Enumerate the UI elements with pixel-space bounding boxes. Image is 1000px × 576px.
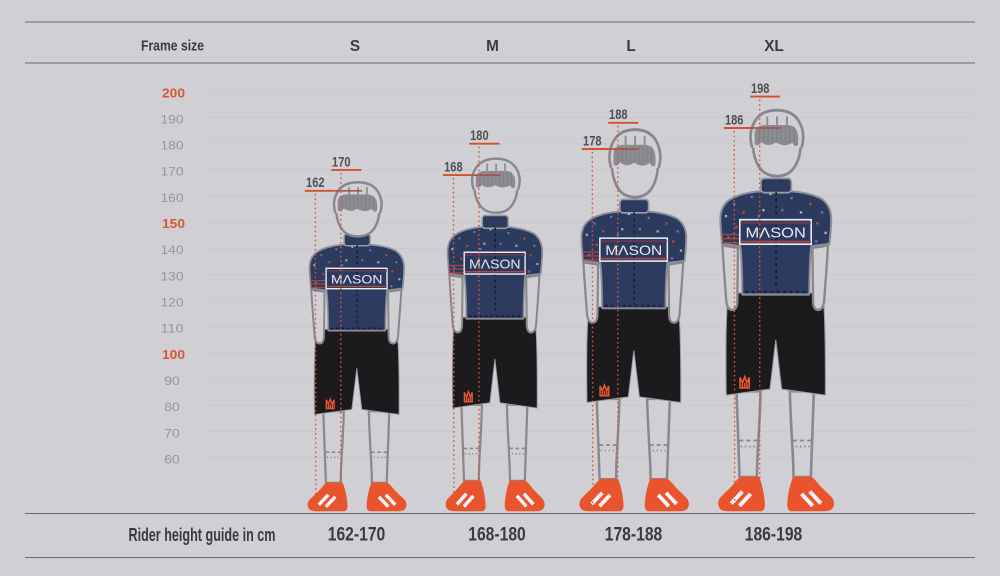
svg-text:Frame size: Frame size (141, 38, 204, 54)
svg-text:130: 130 (161, 269, 184, 283)
svg-text:200: 200 (162, 85, 185, 100)
svg-text:100: 100 (162, 347, 185, 362)
svg-text:180: 180 (470, 128, 489, 143)
svg-text:L: L (626, 38, 635, 55)
svg-text:180: 180 (161, 139, 184, 153)
svg-text:Rider height guide in cm: Rider height guide in cm (129, 524, 276, 545)
svg-text:168-180: 168-180 (468, 523, 526, 545)
svg-text:190: 190 (161, 112, 184, 126)
svg-text:162: 162 (306, 175, 325, 190)
svg-text:M: M (486, 38, 499, 55)
svg-text:170: 170 (161, 165, 184, 179)
svg-text:160: 160 (161, 191, 184, 205)
svg-text:198: 198 (751, 81, 770, 96)
svg-text:168: 168 (444, 160, 463, 175)
svg-text:140: 140 (161, 243, 184, 257)
svg-text:S: S (350, 38, 360, 55)
svg-text:186-198: 186-198 (745, 523, 803, 545)
svg-text:178-188: 178-188 (605, 523, 663, 545)
svg-text:XL: XL (764, 38, 784, 55)
svg-text:60: 60 (164, 452, 180, 466)
svg-text:80: 80 (164, 400, 180, 414)
svg-text:170: 170 (332, 154, 351, 169)
svg-text:90: 90 (164, 374, 180, 388)
svg-text:110: 110 (161, 322, 184, 336)
svg-text:120: 120 (161, 296, 184, 310)
svg-text:188: 188 (609, 107, 628, 122)
svg-text:150: 150 (162, 216, 185, 231)
svg-text:178: 178 (583, 133, 602, 148)
svg-text:186: 186 (725, 112, 744, 127)
svg-text:162-170: 162-170 (328, 523, 386, 545)
svg-text:70: 70 (164, 426, 180, 440)
